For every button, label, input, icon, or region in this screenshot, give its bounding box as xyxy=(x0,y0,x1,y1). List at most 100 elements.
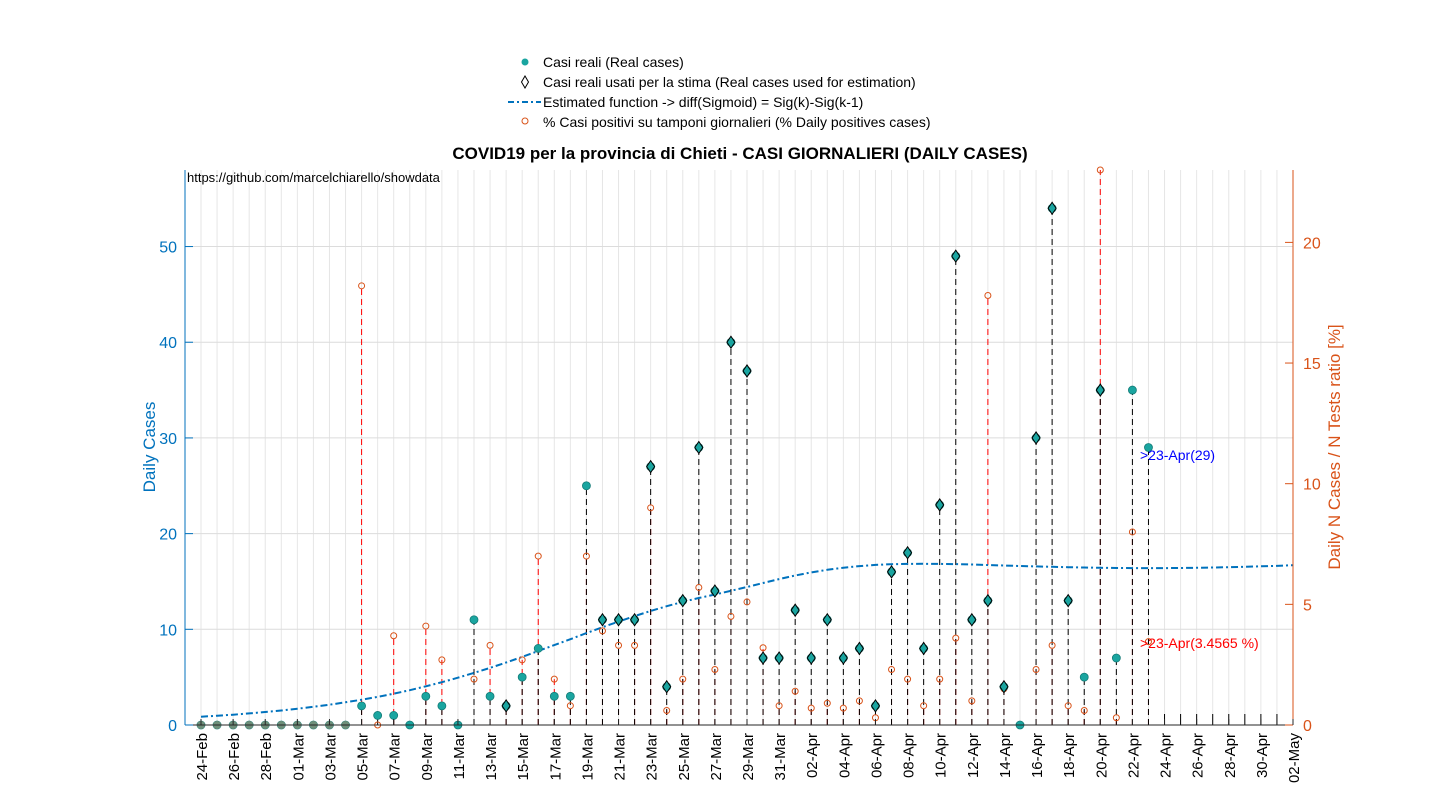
used-case-point xyxy=(822,612,832,627)
ratio-point xyxy=(647,504,655,512)
used-case-point xyxy=(806,651,816,665)
ratio-point xyxy=(1048,641,1056,649)
legend-label-used-cases: Casi reali usati per la stima (Real case… xyxy=(543,74,916,90)
used-case-point xyxy=(710,584,720,598)
estimated-curve xyxy=(200,562,1294,718)
annotation-last-ratio: >23-Apr(3.4565 %) xyxy=(1140,635,1259,651)
legend-marker-positives xyxy=(521,117,529,125)
used-case-point xyxy=(629,612,640,627)
x-tick-label: 28-Feb xyxy=(258,733,275,781)
ratio-point xyxy=(615,641,623,649)
ratio-point xyxy=(743,598,751,606)
x-tick-label: 17-Mar xyxy=(547,733,564,781)
ratio-point xyxy=(1064,702,1072,710)
chart-title: COVID19 per la provincia di Chieti - CAS… xyxy=(452,144,1027,163)
used-case-point xyxy=(662,679,672,694)
used-case-point xyxy=(1031,431,1041,445)
ratio-point xyxy=(1080,707,1088,715)
x-tick-label: 24-Apr xyxy=(1158,733,1175,778)
y-tick-label-left: 30 xyxy=(159,431,177,448)
x-tick-label: 24-Feb xyxy=(194,733,211,781)
legend-marker-used-cases xyxy=(520,75,530,89)
x-tick-label: 20-Apr xyxy=(1093,733,1110,778)
annotation-last-cases: >23-Apr(29) xyxy=(1140,447,1215,463)
ratio-point xyxy=(679,675,687,683)
ratio-point xyxy=(470,675,478,683)
real-case-point xyxy=(373,711,383,720)
source-url: https://github.com/marcelchiarello/showd… xyxy=(187,170,441,185)
ratio-point xyxy=(807,704,815,712)
real-case-point xyxy=(357,701,366,711)
real-case-point xyxy=(517,672,527,682)
legend-label-positives: % Casi positivi su tamponi giornalieri (… xyxy=(543,114,930,130)
ratio-point xyxy=(566,702,574,710)
real-case-point xyxy=(485,691,495,701)
x-tick-label: 09-Mar xyxy=(419,733,436,781)
x-tick-label: 14-Apr xyxy=(997,733,1014,778)
legend-label-real-cases: Casi reali (Real cases) xyxy=(543,54,684,70)
used-case-point xyxy=(613,612,624,627)
axes: 0 10 20 30 40 50 0 5 10 15 20 24-Feb 26-Feb 28-Feb 01-… xyxy=(159,170,1321,783)
ratio-point xyxy=(920,702,928,710)
y-tick-label-right: 5 xyxy=(1303,597,1312,614)
x-tick-label: 11-Mar xyxy=(451,733,468,779)
ratio-point xyxy=(855,697,863,705)
ratio-point xyxy=(904,675,912,683)
real-case-point xyxy=(437,701,447,711)
ratio-point xyxy=(550,675,558,683)
legend-label-estimated: Estimated function -> diff(Sigmoid) = Si… xyxy=(543,94,863,110)
markers xyxy=(196,166,1153,730)
real-case-point xyxy=(549,691,559,701)
real-case-point xyxy=(565,691,575,701)
y-tick-label-left: 10 xyxy=(159,622,177,639)
x-tick-label: 15-Mar xyxy=(515,733,532,781)
ratio-point xyxy=(1128,528,1136,536)
y-tick-label-left: 0 xyxy=(168,718,177,735)
x-tick-label: 25-Mar xyxy=(676,733,693,781)
ratio-point xyxy=(438,656,446,664)
y-tick-label-left: 20 xyxy=(159,527,177,544)
used-case-point xyxy=(726,335,736,350)
ratio-point xyxy=(823,699,831,707)
used-case-point xyxy=(742,364,752,378)
ratio-point xyxy=(1144,638,1152,646)
real-case-point xyxy=(389,711,399,720)
x-tick-label: 30-Apr xyxy=(1254,733,1271,778)
ratio-point xyxy=(663,707,671,715)
ratio-point xyxy=(984,291,992,299)
used-case-point xyxy=(983,593,993,608)
used-case-point xyxy=(678,593,688,608)
x-tick-label: 10-Apr xyxy=(933,733,950,778)
real-case-point xyxy=(533,644,543,653)
x-tick-label: 26-Apr xyxy=(1190,733,1207,778)
ratio-point xyxy=(358,282,366,290)
x-tick-label: 19-Mar xyxy=(579,733,596,781)
used-case-point xyxy=(919,641,929,656)
real-case-point xyxy=(1079,672,1089,682)
ratio-point xyxy=(775,702,783,710)
x-tick-label: 22-Apr xyxy=(1125,733,1142,778)
used-case-point xyxy=(902,545,913,560)
used-case-point xyxy=(1095,383,1105,397)
ratio-point xyxy=(711,666,719,673)
used-case-point xyxy=(646,459,656,474)
x-tick-label: 05-Mar xyxy=(355,733,372,781)
used-case-point xyxy=(838,651,848,665)
ratio-point xyxy=(727,612,735,620)
real-case-point xyxy=(1144,443,1153,452)
real-case-point xyxy=(421,691,431,701)
ratio-point xyxy=(888,666,896,673)
ratio-point xyxy=(952,634,960,642)
ratio-point xyxy=(534,552,542,560)
ratio-point xyxy=(1096,166,1104,174)
x-tick-label: 13-Mar xyxy=(483,733,500,781)
x-tick-label: 28-Apr xyxy=(1222,733,1239,778)
used-case-point xyxy=(935,498,945,512)
y-tick-label-right: 20 xyxy=(1303,235,1321,252)
ratio-point xyxy=(598,627,606,635)
ratio-point xyxy=(1112,714,1120,722)
real-case-point xyxy=(1111,653,1121,663)
x-tick-label: 18-Apr xyxy=(1061,733,1078,778)
x-tick-label: 07-Mar xyxy=(387,733,404,781)
